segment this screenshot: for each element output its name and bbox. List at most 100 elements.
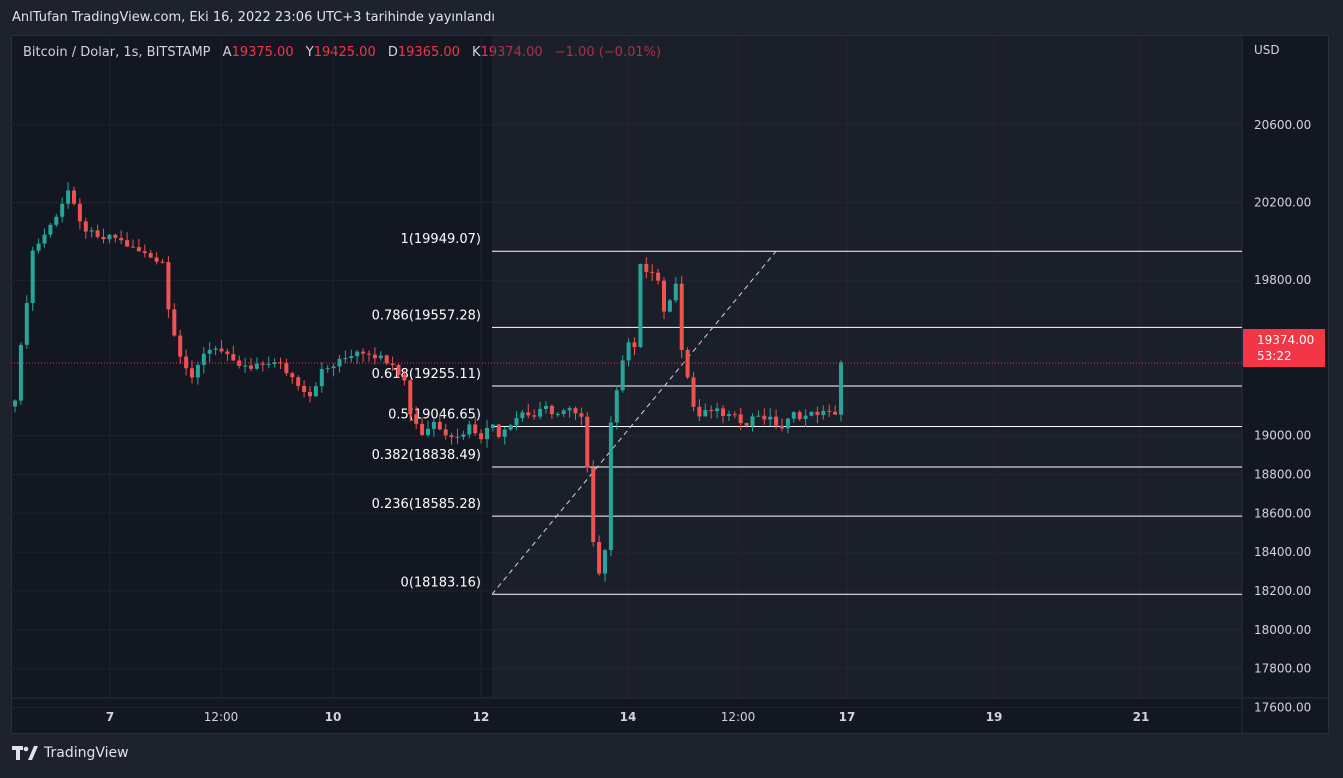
candle-body <box>703 410 708 417</box>
candle-body <box>408 380 413 415</box>
fib-level-label: 0.786(19557.28) <box>372 308 481 323</box>
price-tick-label: 18600.00 <box>1254 506 1311 520</box>
candle-body <box>13 400 17 407</box>
fib-level-label: 0.5(19046.65) <box>388 408 481 423</box>
candle-body <box>148 253 153 258</box>
fib-level-label: 0.382(18838.49) <box>372 448 481 463</box>
candle-body <box>66 190 71 204</box>
candle-body <box>83 221 88 232</box>
candle-body <box>797 412 802 419</box>
time-tick-label: 21 <box>1133 710 1150 724</box>
candle-body <box>372 354 377 359</box>
candle-body <box>485 427 489 440</box>
candle-body <box>284 363 289 374</box>
candle-body <box>349 356 354 359</box>
candle-body <box>166 262 171 310</box>
candle-body <box>473 424 478 434</box>
candle-body <box>744 423 749 426</box>
candle-body <box>337 358 342 367</box>
high-value: 19425.00 <box>313 45 376 60</box>
candle-body <box>803 415 808 419</box>
candle-body <box>514 418 519 426</box>
candle-body <box>420 423 425 435</box>
fib-level-label: 1(19949.07) <box>401 232 481 247</box>
candle-body <box>544 405 548 409</box>
price-tick-label: 17600.00 <box>1254 701 1311 715</box>
candle-body <box>508 425 513 430</box>
price-tick-label: 20200.00 <box>1254 196 1311 210</box>
candle-body <box>125 240 130 247</box>
candle-body <box>278 362 283 364</box>
fibonacci-retracement[interactable]: 1(19949.07) 0.786(19557.28) 0.618(19255.11… <box>372 35 1242 698</box>
fib-level-label: 0.618(19255.11) <box>372 367 481 382</box>
candle-body <box>673 283 678 301</box>
candle-body <box>119 237 124 241</box>
candle-body <box>331 366 336 369</box>
candle-body <box>113 234 118 238</box>
candle-body <box>490 424 495 428</box>
candle-body <box>833 411 838 415</box>
chart-frame <box>11 35 1329 734</box>
high-key: Y <box>305 45 314 60</box>
candle-body <box>207 349 212 354</box>
footer-brand[interactable]: TradingView <box>12 745 129 761</box>
candle-body <box>36 243 41 251</box>
candle-body <box>219 348 224 352</box>
candle-body <box>290 373 295 378</box>
candle-body <box>195 364 200 378</box>
candle-body <box>532 415 537 417</box>
candle-body <box>42 234 47 244</box>
candle-body <box>756 415 761 417</box>
candle-body <box>172 309 177 336</box>
candle-body <box>785 418 790 429</box>
candle-body <box>815 411 820 416</box>
candle-body <box>697 406 702 417</box>
time-tick-label: 12:00 <box>721 710 756 724</box>
candle-body <box>184 356 189 369</box>
candle-body <box>502 429 507 437</box>
candle-body <box>656 272 661 281</box>
candle-body <box>431 421 436 429</box>
last-price-value: 19374.00 <box>1257 333 1315 347</box>
candle-body <box>650 271 655 273</box>
candle-body <box>54 216 59 225</box>
candle-body <box>774 416 779 426</box>
candle-body <box>573 408 578 414</box>
candle-body <box>136 247 141 252</box>
candle-body <box>319 369 324 387</box>
candle-body <box>72 190 76 204</box>
candle-body <box>632 342 637 348</box>
publish-info: AnlTufan TradingView.com, Eki 16, 2022 2… <box>12 10 495 25</box>
candle-body <box>225 351 230 355</box>
symbol-label[interactable]: Bitcoin / Dolar, 1s, BITSTAMP <box>23 45 211 60</box>
candle-body <box>780 425 784 429</box>
candle-body <box>538 408 543 417</box>
candle-body <box>231 354 236 361</box>
candle-body <box>821 410 826 416</box>
price-tick-label: 19000.00 <box>1254 429 1311 443</box>
candle-body <box>549 405 554 415</box>
candle-body <box>18 344 23 401</box>
candle-body <box>626 342 631 361</box>
candle-body <box>402 374 407 381</box>
candle-body <box>738 414 743 424</box>
candle-body <box>597 542 602 574</box>
candle-body <box>585 416 590 468</box>
price-axis[interactable]: USD 17600.00 17800.00 18000.00 18200.00 18400… <box>1254 43 1311 715</box>
candle-body <box>555 414 560 416</box>
time-axis[interactable]: 7 12:00 10 12 14 12:00 17 19 21 <box>106 710 1150 724</box>
time-tick-label: 7 <box>106 710 114 724</box>
candle-body <box>272 362 277 364</box>
candle-body <box>768 416 773 420</box>
candle-body <box>260 363 265 365</box>
candle-body <box>479 433 484 440</box>
price-chart[interactable]: 1(19949.07) 0.786(19557.28) 0.618(19255.11… <box>11 35 1329 734</box>
candle-body <box>302 385 307 392</box>
brand-name: TradingView <box>44 745 129 761</box>
open-value: 19375.00 <box>231 45 294 60</box>
candle-body <box>732 414 737 416</box>
candle-body <box>107 234 112 240</box>
candle-body <box>243 365 248 367</box>
fib-level-label: 0(18183.16) <box>401 575 481 590</box>
candle-body <box>685 349 690 378</box>
